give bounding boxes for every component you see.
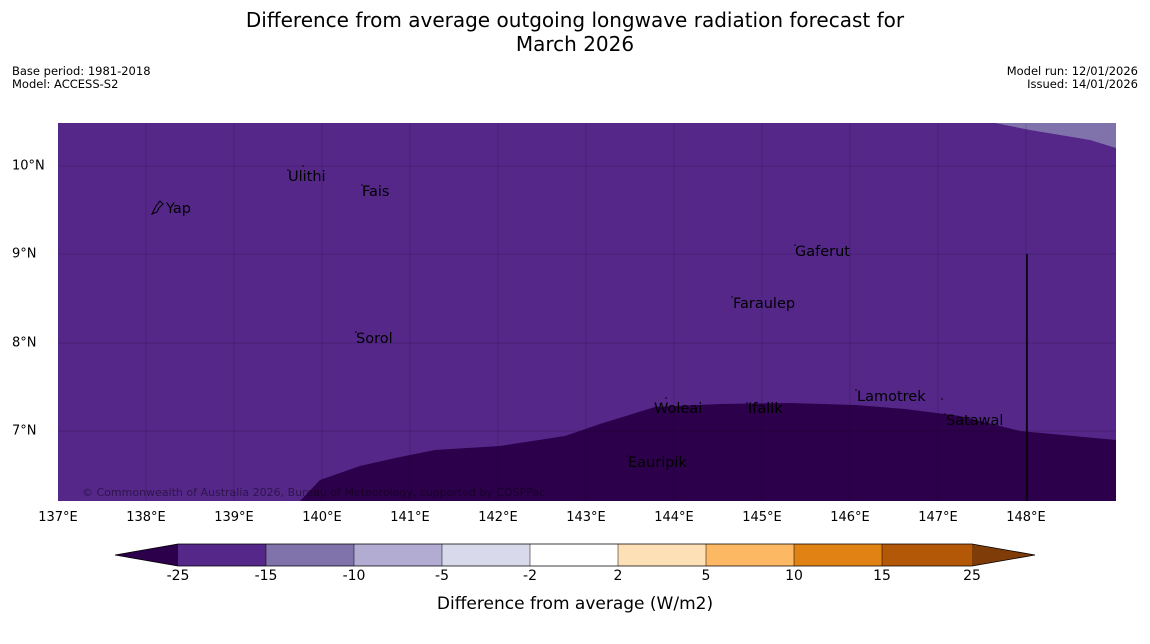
colorbar-dividers <box>265 544 883 566</box>
colorbar-tick: -2 <box>523 568 537 584</box>
lat-tick: 9°N <box>12 246 37 262</box>
lat-tick: 8°N <box>12 335 37 351</box>
place-label: Woleai <box>654 401 702 417</box>
colorbar-segment <box>178 544 267 566</box>
lon-tick: 140°E <box>302 510 342 525</box>
colorbar-over-arrow <box>972 544 1035 566</box>
colorbar-label: Difference from average (W/m2) <box>436 594 714 614</box>
colorbar-tick: 2 <box>613 568 623 584</box>
grid-lines <box>58 123 1116 501</box>
place-label: Eauripik <box>628 455 687 471</box>
lon-tick: 146°E <box>830 510 870 525</box>
anomaly-region-light <box>995 123 1116 148</box>
place-label: Yap <box>165 201 191 217</box>
colorbar-tick: 5 <box>701 568 711 584</box>
title-line-1: Difference from average outgoing longwav… <box>245 8 905 32</box>
issued-date: Issued: 14/01/2026 <box>1027 77 1138 91</box>
lat-tick: 10°N <box>12 158 45 174</box>
base-period: Base period: 1981-2018 <box>12 64 151 78</box>
lon-tick: 137°E <box>38 510 78 525</box>
meta-right: Model run: 12/01/2026 Issued: 14/01/2026 <box>1007 65 1138 91</box>
model-name: Model: ACCESS-S2 <box>12 77 119 91</box>
lon-tick: 144°E <box>654 510 694 525</box>
colorbar-tick: -25 <box>166 568 190 584</box>
colorbar-tick: 15 <box>873 568 891 584</box>
colorbar-segment <box>794 544 883 566</box>
colorbar-segment <box>442 544 531 566</box>
colorbar-tick: 10 <box>785 568 803 584</box>
colorbar-segment <box>882 544 972 566</box>
place-label: Faraulep <box>733 296 795 312</box>
colorbar-outline <box>114 543 1036 567</box>
lon-tick: 143°E <box>566 510 606 525</box>
lon-tick: 138°E <box>126 510 166 525</box>
title-line-2: March 2026 <box>515 32 635 56</box>
chart-title: Difference from average outgoing longwav… <box>0 8 1150 56</box>
place-label: Fais <box>362 184 389 200</box>
copyright-text: © Commonwealth of Australia 2026, Bureau… <box>82 486 545 499</box>
lat-tick: 7°N <box>12 423 37 439</box>
lon-tick: 147°E <box>918 510 958 525</box>
anomaly-region-dark <box>300 403 1116 501</box>
colorbar-tick: -15 <box>254 568 278 584</box>
colorbar-tick: -10 <box>342 568 366 584</box>
colorbar-segment <box>354 544 443 566</box>
colorbar-under-arrow <box>115 544 178 566</box>
place-label: Sorol <box>356 331 393 347</box>
colorbar-segment <box>618 544 707 566</box>
model-run: Model run: 12/01/2026 <box>1006 64 1138 78</box>
island-dots <box>287 165 946 457</box>
colorbar-tick: 25 <box>963 568 981 584</box>
colorbar <box>114 543 1036 567</box>
lon-tick: 142°E <box>478 510 518 525</box>
place-label: Ulithi <box>288 169 326 185</box>
colorbar-segment <box>266 544 355 566</box>
meta-left: Base period: 1981-2018 Model: ACCESS-S2 <box>12 65 151 91</box>
place-label: Satawal <box>946 413 1003 429</box>
lon-tick: 145°E <box>742 510 782 525</box>
lon-tick: 141°E <box>390 510 430 525</box>
place-label: Ifalik <box>748 401 783 417</box>
colorbar-segment <box>530 544 619 566</box>
colorbar-segment <box>706 544 795 566</box>
lon-tick: 139°E <box>214 510 254 525</box>
place-label: Gaferut <box>795 244 850 260</box>
colorbar-tick: -5 <box>435 568 449 584</box>
place-label: Lamotrek <box>857 389 926 405</box>
lon-tick: 148°E <box>1006 510 1046 525</box>
yap-island-shape <box>150 200 164 215</box>
colorbar-ticks: -25 -15 -10 -5 -2 2 5 10 15 25 <box>0 568 1150 588</box>
